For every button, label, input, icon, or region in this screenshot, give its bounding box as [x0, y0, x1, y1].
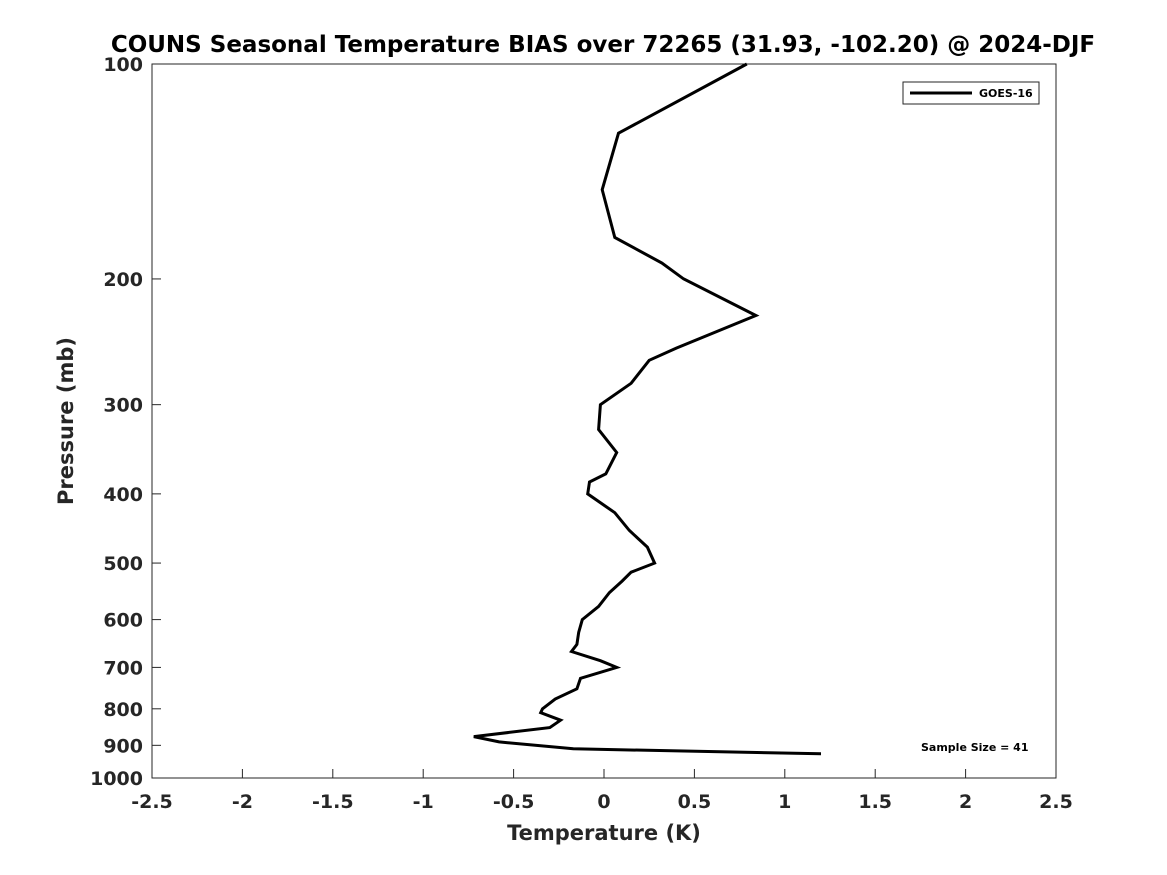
y-axis-label: Pressure (mb): [54, 337, 78, 505]
y-tick-label: 600: [103, 610, 143, 632]
y-tick-label: 1000: [90, 768, 143, 790]
x-tick-label: 1.5: [858, 791, 892, 813]
x-tick-label: -2.5: [131, 791, 173, 813]
y-tick-label: 500: [103, 553, 143, 575]
x-tick-label: 0.5: [678, 791, 712, 813]
series-layer: [473, 62, 822, 756]
x-tick-label: -1.5: [312, 791, 354, 813]
y-tick-label: 800: [103, 699, 143, 721]
sample-size-annotation: Sample Size = 41: [921, 741, 1028, 754]
legend-label-goes-16: GOES-16: [979, 87, 1033, 100]
x-tick-label: -1: [413, 791, 434, 813]
x-tick-label: -2: [232, 791, 253, 813]
x-axis: -2.5 -2 -1.5 -1 -0.5 0 0.5 1 1.5 2 2.5: [131, 769, 1073, 813]
x-tick-label: 2.5: [1039, 791, 1073, 813]
legend: GOES-16: [902, 81, 1040, 105]
x-tick-label: 1: [778, 791, 791, 813]
chart-title: COUNS Seasonal Temperature BIAS over 722…: [111, 32, 1095, 58]
y-tick-label: 400: [103, 484, 143, 506]
y-tick-label: 100: [103, 54, 143, 76]
y-tick-label: 300: [103, 395, 143, 417]
x-tick-label: -0.5: [493, 791, 535, 813]
y-tick-label: 900: [103, 735, 143, 757]
x-tick-label: 0: [597, 791, 610, 813]
x-tick-label: 2: [959, 791, 972, 813]
x-axis-label: Temperature (K): [507, 821, 701, 845]
y-tick-label: 700: [103, 657, 143, 679]
y-tick-label: 200: [103, 269, 143, 291]
series-line-goes-16: [473, 62, 822, 756]
y-axis: 100 200 300 400 500 600 700 800 900 1000: [90, 54, 161, 790]
